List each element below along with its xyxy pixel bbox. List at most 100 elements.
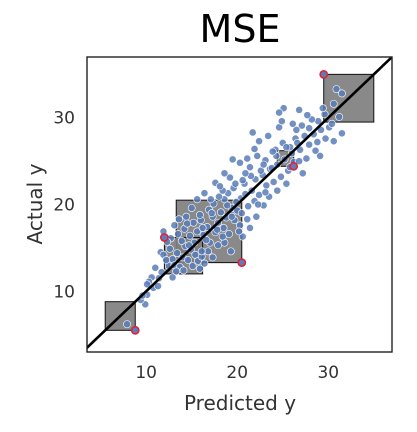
data-point xyxy=(179,266,188,275)
data-point xyxy=(185,231,194,240)
data-point xyxy=(338,129,346,138)
data-point xyxy=(298,169,307,178)
y-tick-label: 30 xyxy=(53,109,75,129)
highlighted-point xyxy=(237,258,247,268)
data-point xyxy=(332,85,341,94)
x-axis-label: Predicted y xyxy=(184,391,296,415)
data-point xyxy=(329,99,338,108)
plot-area xyxy=(87,57,392,350)
data-point xyxy=(220,169,229,178)
identity-line xyxy=(87,57,392,350)
data-point xyxy=(295,106,304,114)
data-point xyxy=(177,237,186,245)
data-point xyxy=(183,219,192,228)
data-point xyxy=(275,108,284,117)
data-point xyxy=(216,182,224,191)
data-point xyxy=(277,117,286,126)
data-point xyxy=(303,111,312,120)
data-point xyxy=(123,320,131,329)
data-point xyxy=(193,227,202,236)
highlighted-point xyxy=(289,161,299,171)
data-point xyxy=(235,227,243,236)
data-point xyxy=(165,244,174,253)
plot-frame xyxy=(86,56,393,353)
data-point xyxy=(282,143,291,152)
data-point xyxy=(215,192,223,201)
data-point xyxy=(237,209,246,218)
highlighted-points xyxy=(130,69,329,335)
data-point xyxy=(200,189,209,198)
data-point xyxy=(213,225,222,234)
data-point xyxy=(269,178,278,186)
data-point xyxy=(188,262,197,271)
data-point xyxy=(311,146,320,155)
data-point xyxy=(207,209,216,218)
chart-title: MSE xyxy=(200,7,281,51)
data-point xyxy=(243,215,252,224)
y-axis-ticks: 10 20 30 xyxy=(53,109,75,303)
data-point xyxy=(243,154,252,163)
data-point xyxy=(218,232,227,241)
data-point xyxy=(143,280,151,289)
data-point xyxy=(236,158,244,167)
data-point xyxy=(292,125,301,134)
y-tick-label: 10 xyxy=(53,282,75,302)
data-point xyxy=(277,172,285,181)
data-point xyxy=(261,188,270,197)
x-tick-label: 10 xyxy=(135,363,157,383)
data-point xyxy=(173,249,182,257)
data-point xyxy=(174,230,182,238)
x-axis-ticks: 10 20 30 xyxy=(135,363,339,383)
data-point xyxy=(200,259,209,268)
data-point xyxy=(250,145,259,153)
data-point xyxy=(246,224,254,232)
data-point xyxy=(264,132,273,140)
x-tick-label: 20 xyxy=(226,363,248,383)
data-point xyxy=(223,201,232,210)
data-point xyxy=(329,137,338,146)
data-point xyxy=(313,138,322,146)
data-point xyxy=(252,212,261,221)
data-point xyxy=(175,215,183,224)
data-point xyxy=(187,204,196,212)
data-point xyxy=(328,119,336,128)
data-point xyxy=(248,128,257,137)
data-point xyxy=(297,121,306,130)
data-point xyxy=(316,152,324,160)
data-point xyxy=(305,140,314,149)
data-point xyxy=(305,124,314,133)
data-point xyxy=(184,256,192,264)
data-point xyxy=(154,282,162,290)
data-point xyxy=(219,224,228,232)
data-point xyxy=(226,173,234,182)
data-point xyxy=(253,152,262,160)
data-point xyxy=(151,263,160,272)
data-point xyxy=(195,264,204,273)
data-point xyxy=(244,202,253,211)
data-point xyxy=(268,147,277,156)
data-point xyxy=(228,155,237,164)
data-point xyxy=(338,89,346,98)
data-point xyxy=(241,169,250,178)
data-point xyxy=(193,195,202,204)
data-point xyxy=(172,267,181,276)
data-point xyxy=(168,273,177,282)
data-point xyxy=(255,137,263,146)
data-point xyxy=(197,247,206,256)
data-point xyxy=(246,163,254,172)
data-point xyxy=(206,195,215,204)
data-point xyxy=(262,181,271,190)
data-point xyxy=(189,218,198,227)
data-point xyxy=(238,176,247,185)
data-point xyxy=(273,186,282,195)
data-point xyxy=(227,212,236,221)
data-point xyxy=(208,253,217,262)
data-point xyxy=(170,221,179,230)
highlighted-point xyxy=(319,69,329,79)
data-point xyxy=(195,211,204,219)
data-point xyxy=(335,112,344,121)
data-point xyxy=(198,224,207,232)
data-point xyxy=(231,179,240,188)
data-point xyxy=(202,236,211,244)
